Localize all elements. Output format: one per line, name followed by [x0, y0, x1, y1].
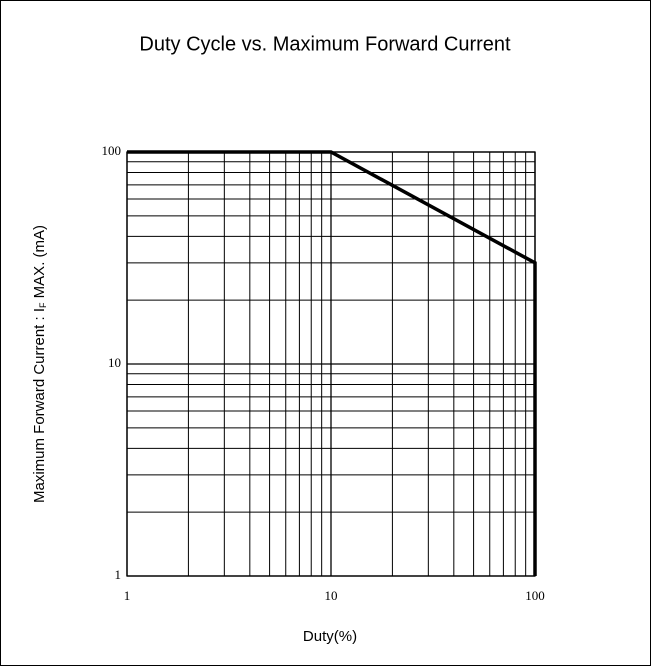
y-axis-label: Maximum Forward Current : IF MAX. (mA): [31, 225, 48, 503]
y-label-part: Maximum Forward Current : I: [31, 308, 48, 503]
chart-title: Duty Cycle vs. Maximum Forward Current: [139, 33, 511, 55]
y-label-sub: F: [38, 302, 48, 308]
y-tick-label: 100: [102, 143, 122, 158]
y-tick-label: 10: [108, 355, 121, 370]
data-line: [127, 150, 537, 576]
x-tick-label: 10: [325, 588, 338, 603]
x-tick-label: 1: [124, 588, 131, 603]
y-tick-label: 1: [115, 567, 122, 582]
y-label-part: MAX. (mA): [31, 225, 48, 303]
x-axis-label: Duty(%): [303, 628, 357, 645]
x-tick-label: 100: [525, 588, 545, 603]
